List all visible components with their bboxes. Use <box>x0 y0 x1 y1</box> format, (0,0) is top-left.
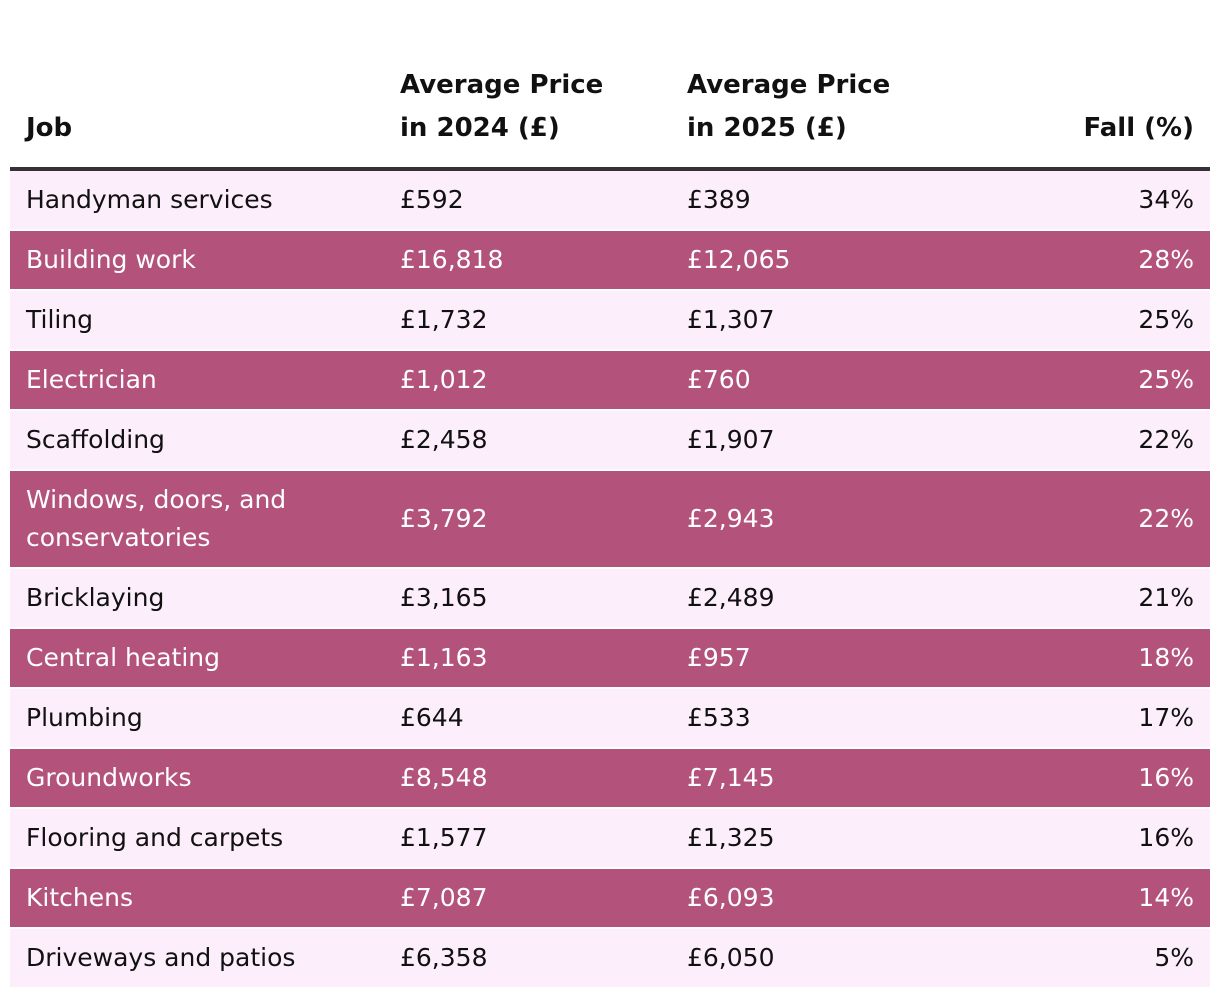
cell-price-2024: £1,012 <box>400 349 687 410</box>
header-price-2025: Average Price in 2025 (£) <box>687 0 974 171</box>
cell-fall: 25% <box>974 289 1210 350</box>
cell-job: Tiling <box>10 289 400 350</box>
cell-price-2024: £8,548 <box>400 747 687 808</box>
cell-price-2025: £2,943 <box>687 469 974 568</box>
cell-price-2025: £7,145 <box>687 747 974 808</box>
cell-job: Kitchens <box>10 867 400 928</box>
cell-price-2025: £533 <box>687 687 974 748</box>
cell-fall: 34% <box>974 168 1210 230</box>
cell-fall: 22% <box>974 409 1210 470</box>
cell-fall: 14% <box>974 867 1210 928</box>
table-row: Central heating £1,163 £957 18% <box>10 627 1210 688</box>
header-job-label: Job <box>26 113 73 143</box>
header-price-2025-line-2: in 2025 (£) <box>687 113 847 143</box>
cell-fall: 17% <box>974 687 1210 748</box>
cell-fall: 21% <box>974 567 1210 628</box>
cell-job: Plumbing <box>10 687 400 748</box>
cell-fall: 25% <box>974 349 1210 410</box>
cell-price-2025: £957 <box>687 627 974 688</box>
header-price-2024-line-1: Average Price <box>400 70 604 100</box>
header-price-2024-line-2: in 2024 (£) <box>400 113 560 143</box>
cell-price-2025: £1,907 <box>687 409 974 470</box>
table-row: Flooring and carpets £1,577 £1,325 16% <box>10 807 1210 868</box>
header-fall: Fall (%) <box>974 0 1210 171</box>
cell-price-2024: £1,577 <box>400 807 687 868</box>
table-body: Handyman services £592 £389 34% Building wor… <box>10 168 1210 987</box>
cell-job: Groundworks <box>10 747 400 808</box>
cell-price-2024: £3,165 <box>400 567 687 628</box>
cell-fall: 5% <box>974 927 1210 987</box>
table-row: Groundworks £8,548 £7,145 16% <box>10 747 1210 808</box>
cell-price-2024: £1,163 <box>400 627 687 688</box>
cell-price-2025: £1,325 <box>687 807 974 868</box>
cell-job: Electrician <box>10 349 400 410</box>
cell-price-2025: £760 <box>687 349 974 410</box>
cell-job: Central heating <box>10 627 400 688</box>
table-row: Handyman services £592 £389 34% <box>10 168 1210 230</box>
cell-price-2024: £2,458 <box>400 409 687 470</box>
cell-price-2025: £1,307 <box>687 289 974 350</box>
cell-fall: 16% <box>974 807 1210 868</box>
header-price-2024: Average Price in 2024 (£) <box>400 0 687 171</box>
cell-job: Building work <box>10 229 400 290</box>
cell-price-2024: £7,087 <box>400 867 687 928</box>
cell-price-2025: £6,093 <box>687 867 974 928</box>
cell-price-2025: £12,065 <box>687 229 974 290</box>
table-row: Building work £16,818 £12,065 28% <box>10 229 1210 290</box>
table-row: Plumbing £644 £533 17% <box>10 687 1210 748</box>
table-row: Windows, doors, and conservatories £3,792… <box>10 469 1210 568</box>
cell-job: Driveways and patios <box>10 927 400 987</box>
table-row: Tiling £1,732 £1,307 25% <box>10 289 1210 350</box>
cell-job: Flooring and carpets <box>10 807 400 868</box>
cell-price-2024: £644 <box>400 687 687 748</box>
cell-job: Bricklaying <box>10 567 400 628</box>
cell-fall: 16% <box>974 747 1210 808</box>
cell-job: Windows, doors, and conservatories <box>10 469 400 568</box>
table-row: Scaffolding £2,458 £1,907 22% <box>10 409 1210 470</box>
table-row: Driveways and patios £6,358 £6,050 5% <box>10 927 1210 987</box>
cell-price-2025: £2,489 <box>687 567 974 628</box>
header-job: Job <box>10 0 400 171</box>
cell-price-2024: £592 <box>400 168 687 230</box>
table-row: Bricklaying £3,165 £2,489 21% <box>10 567 1210 628</box>
header-row: Job Average Price in 2024 (£) Average Pr… <box>10 0 1210 171</box>
table-header: Job Average Price in 2024 (£) Average Pr… <box>10 0 1210 171</box>
cell-job: Scaffolding <box>10 409 400 470</box>
cell-fall: 18% <box>974 627 1210 688</box>
cell-price-2024: £16,818 <box>400 229 687 290</box>
cell-price-2024: £6,358 <box>400 927 687 987</box>
cell-fall: 28% <box>974 229 1210 290</box>
cell-price-2025: £6,050 <box>687 927 974 987</box>
cell-price-2024: £3,792 <box>400 469 687 568</box>
cell-job: Handyman services <box>10 168 400 230</box>
header-price-2025-line-1: Average Price <box>687 70 891 100</box>
cell-price-2025: £389 <box>687 168 974 230</box>
table-row: Kitchens £7,087 £6,093 14% <box>10 867 1210 928</box>
header-fall-label: Fall (%) <box>1083 113 1194 143</box>
cell-price-2024: £1,732 <box>400 289 687 350</box>
price-fall-table: Job Average Price in 2024 (£) Average Pr… <box>10 0 1210 987</box>
cell-fall: 22% <box>974 469 1210 568</box>
table-row: Electrician £1,012 £760 25% <box>10 349 1210 410</box>
price-table-container: Job Average Price in 2024 (£) Average Pr… <box>10 0 1210 987</box>
